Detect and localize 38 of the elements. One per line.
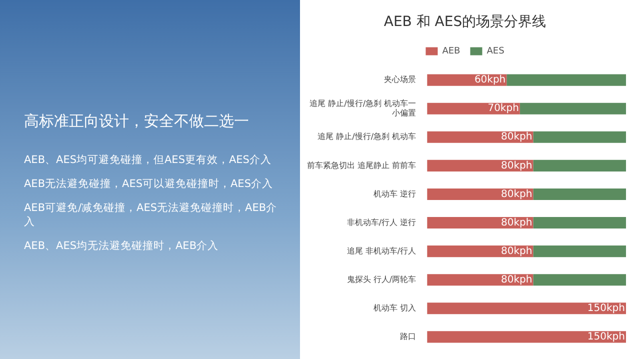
y-tick-label: 追尾 非机动车/行人 <box>346 246 416 256</box>
bar <box>520 102 626 114</box>
data-label: 80kph <box>500 132 532 143</box>
bar <box>506 74 626 86</box>
legend-label: AEB <box>442 46 460 57</box>
bar <box>533 274 626 286</box>
y-tick-label: 鬼探头 行人/两轮车 <box>346 274 416 284</box>
text: AEB、AES均可避免碰撞，但AES更有效，AES介入 <box>24 153 272 167</box>
y-tick-label: 前车紧急切出 追尾静止 前前车 <box>306 160 416 170</box>
bar <box>533 246 626 258</box>
bar <box>427 331 626 343</box>
data-label: 60kph <box>474 74 506 86</box>
y-tick-label: 夹心场景 <box>384 75 416 84</box>
text: AEB无法避免碰撞，AES可以避免碰撞时，AES介入 <box>24 177 274 191</box>
chart-title: AEB 和 AES的场景分界线 <box>384 14 546 30</box>
y-tick-label: 追尾 静止/慢行/急刹 机动车 <box>318 132 416 142</box>
data-label: 70kph <box>488 103 519 114</box>
data-label: 80kph <box>500 246 532 257</box>
text: 高标准正向设计，安全不做二选一 <box>24 112 250 131</box>
bar <box>427 302 626 314</box>
data-label: 150kph <box>587 302 625 314</box>
y-tick-label: 机动车 切入 <box>374 303 416 312</box>
bar <box>533 188 626 200</box>
data-label: 80kph <box>500 274 532 286</box>
data-label: 80kph <box>500 160 532 172</box>
text: AEB、AES均无法避免碰撞时，AEB介入 <box>24 239 220 253</box>
bar <box>533 131 626 143</box>
data-label: 80kph <box>500 217 532 228</box>
text: AEB可避免/减免碰撞，AES无法避免碰撞时，AEB介入 <box>24 201 278 229</box>
y-tick-label: 路口 <box>400 332 416 342</box>
legend-label: AES <box>486 46 505 57</box>
y-tick-label: 追尾 静止/慢行/急刹 机动车一小偏置 <box>310 98 416 118</box>
y-tick-label: 非机动车/行人 逆行 <box>346 218 416 227</box>
bar <box>533 160 626 172</box>
y-tick-label: 机动车 逆行 <box>374 189 416 198</box>
bar <box>533 216 626 229</box>
data-label: 80kph <box>500 188 532 200</box>
data-label: 150kph <box>587 332 625 343</box>
